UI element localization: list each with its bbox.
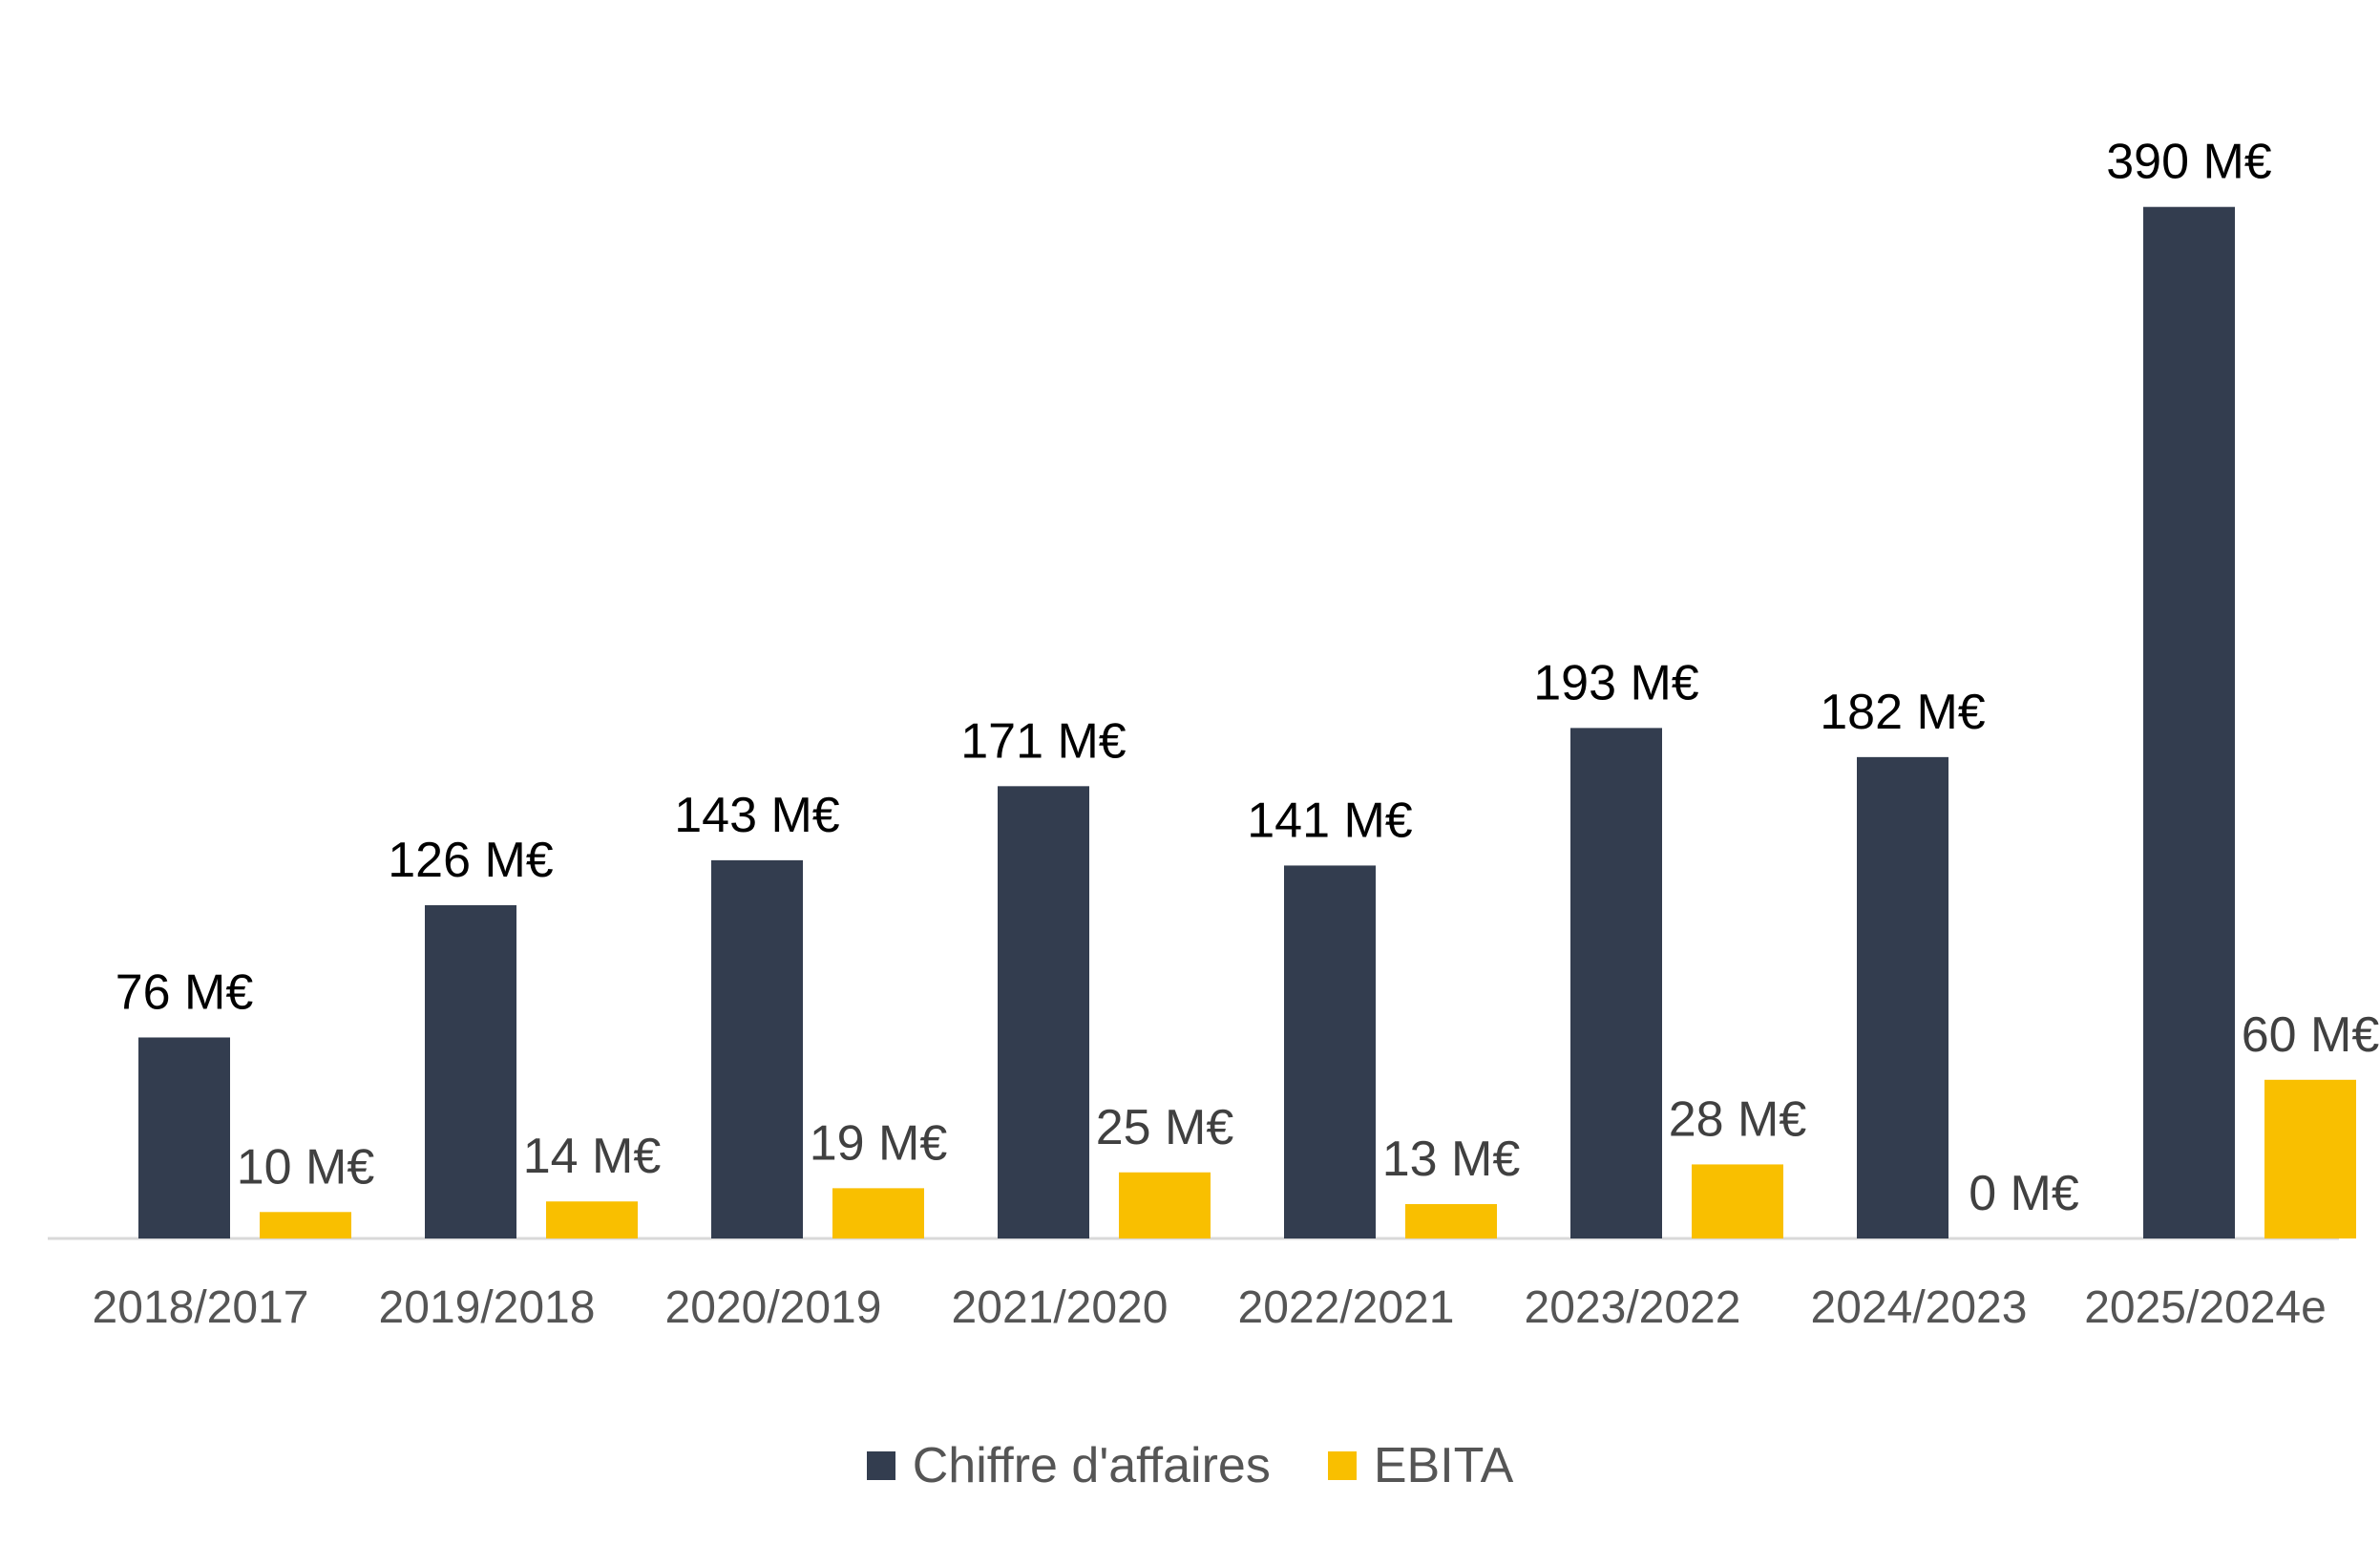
data-label-revenue-2018/2017: 76 M€ [116,964,254,1020]
x-tick-label-2022/2021: 2022/2021 [1238,1282,1455,1333]
legend-swatch-revenue [866,1451,895,1480]
data-label-ebita-2021/2020: 25 M€ [1096,1100,1234,1155]
data-label-revenue-2023/2022: 193 M€ [1533,655,1699,710]
bar-revenue-2018/2017 [138,1037,230,1238]
legend-item-revenue: Chiffre d'affaires [866,1437,1271,1494]
bar-ebita-2021/2020 [1119,1172,1211,1238]
data-label-ebita-2019/2018: 14 M€ [523,1129,662,1184]
bar-ebita-2023/2022 [1692,1164,1783,1238]
data-label-revenue-2025/2024e: 390 M€ [2106,135,2272,190]
x-tick-label-2020/2019: 2020/2019 [665,1282,882,1333]
legend-item-ebita: EBITA [1327,1437,1514,1494]
bar-revenue-2025/2024e [2143,206,2235,1239]
bar-revenue-2022/2021 [1284,865,1376,1238]
bar-ebita-2025/2024e [2264,1079,2356,1238]
data-label-revenue-2020/2019: 143 M€ [674,788,840,843]
data-label-ebita-2023/2022: 28 M€ [1669,1091,1807,1147]
bar-ebita-2018/2017 [260,1212,351,1238]
data-label-revenue-2024/2023: 182 M€ [1820,685,1986,740]
x-tick-label-2025/2024e: 2025/2024e [2084,1282,2327,1333]
x-tick-label-2018/2017: 2018/2017 [93,1282,309,1333]
x-tick-label-2023/2022: 2023/2022 [1525,1282,1741,1333]
data-label-revenue-2019/2018: 126 M€ [388,833,554,888]
data-label-ebita-2025/2024e: 60 M€ [2242,1007,2380,1063]
bar-revenue-2019/2018 [425,904,516,1238]
bar-revenue-2023/2022 [1570,728,1662,1238]
bar-ebita-2022/2021 [1405,1203,1497,1238]
data-label-ebita-2020/2019: 19 M€ [810,1115,948,1171]
bar-revenue-2024/2023 [1857,756,1948,1238]
legend-label-revenue: Chiffre d'affaires [912,1438,1271,1493]
bar-revenue-2021/2020 [998,786,1089,1238]
legend: Chiffre d'affaires EBITA [0,1432,2380,1499]
legend-swatch-ebita [1327,1451,1357,1480]
bar-ebita-2020/2019 [832,1188,924,1238]
data-label-revenue-2021/2020: 171 M€ [960,713,1127,769]
data-label-revenue-2022/2021: 141 M€ [1247,793,1413,848]
data-label-ebita-2024/2023: 0 M€ [1969,1166,2079,1221]
bar-ebita-2019/2018 [546,1201,638,1238]
legend-label-ebita: EBITA [1373,1438,1514,1493]
x-tick-label-2021/2020: 2021/2020 [952,1282,1169,1333]
x-tick-label-2024/2023: 2024/2023 [1811,1282,2028,1333]
data-label-ebita-2022/2021: 13 M€ [1382,1132,1521,1187]
data-label-ebita-2018/2017: 10 M€ [237,1139,375,1195]
bar-revenue-2020/2019 [711,859,803,1238]
x-tick-label-2019/2018: 2019/2018 [379,1282,596,1333]
